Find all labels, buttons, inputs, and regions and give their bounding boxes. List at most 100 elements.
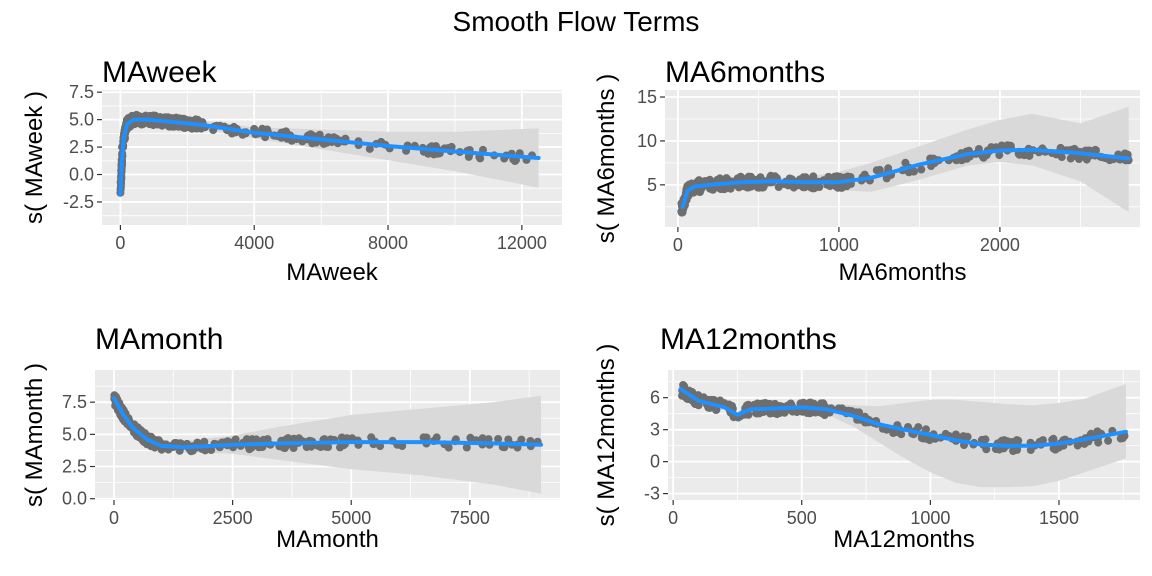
panel-maweek: 0 4000 8000 12000 -2.5 0.0 2.5 5.0 7.5 MAweek MAwe… (21, 56, 562, 286)
y-tick-label: 15 (637, 87, 657, 107)
x-tick-label: 1000 (819, 235, 859, 255)
data-point (1093, 427, 1102, 436)
data-point (263, 125, 272, 134)
x-axis-label: MA12months (833, 526, 974, 553)
data-point (753, 399, 762, 408)
y-tick-label: 5.0 (69, 110, 94, 130)
panel-title: MAweek (102, 56, 217, 89)
data-point (780, 408, 789, 417)
data-point (1104, 436, 1113, 445)
y-tick-label: 2.5 (69, 137, 94, 157)
x-tick-label: 0 (668, 508, 678, 528)
x-tick-label: 2000 (980, 235, 1020, 255)
data-point (200, 437, 209, 446)
panel-title: MA12months (660, 323, 837, 356)
data-point (1014, 436, 1023, 445)
figure-title: Smooth Flow Terms (452, 6, 700, 37)
data-point (466, 433, 475, 442)
data-point (478, 434, 487, 443)
data-point (476, 154, 485, 163)
x-tick-label: 2500 (213, 508, 253, 528)
data-point (774, 183, 783, 191)
panel-title: MA6months (665, 56, 825, 89)
x-tick-label: 8000 (368, 233, 408, 253)
data-point (462, 443, 471, 452)
x-tick-label: 0 (673, 235, 683, 255)
data-point (771, 399, 779, 408)
smooth-line (680, 147, 1131, 209)
data-point (833, 172, 841, 181)
data-point (1026, 446, 1035, 454)
data-point (1121, 149, 1129, 158)
y-tick-label: 0.0 (62, 489, 87, 509)
y-tick-label: 7.5 (62, 392, 87, 412)
x-tick-label: 1000 (910, 508, 950, 528)
data-point (1094, 438, 1103, 447)
smooth-line (112, 396, 543, 450)
data-point (289, 434, 298, 443)
panel-mamonth: 0 2500 5000 7500 0.0 2.5 5.0 7.5 MAmonth MAmonth s… (21, 323, 560, 553)
data-point (884, 164, 893, 173)
data-point (191, 115, 200, 124)
confidence-band (120, 117, 539, 199)
data-point (817, 400, 826, 409)
x-tick-label: 4000 (234, 233, 274, 253)
data-point (504, 435, 513, 444)
data-point (712, 406, 720, 414)
y-tick-label: 3 (650, 420, 660, 440)
data-point (494, 435, 503, 443)
y-tick-label: 0.0 (69, 165, 94, 185)
x-tick-label: 12000 (497, 233, 547, 253)
data-point (422, 433, 431, 442)
x-tick-label: 5000 (331, 508, 371, 528)
y-tick-label: 10 (637, 131, 657, 151)
data-point (720, 184, 729, 193)
data-point (279, 443, 288, 452)
data-point (769, 409, 778, 418)
y-tick-label: 0 (650, 452, 660, 472)
y-axis-label: s( MAweek ) (21, 91, 48, 224)
x-tick-label: 500 (787, 508, 817, 528)
x-axis-label: MAweek (286, 259, 379, 286)
data-point (699, 393, 708, 402)
data-point (679, 381, 688, 389)
data-point (1080, 439, 1089, 448)
y-axis-label: s( MA6months ) (593, 74, 620, 243)
y-tick-label: -3 (644, 484, 660, 504)
y-tick-label: -2.5 (63, 192, 94, 212)
data-point (1009, 447, 1018, 455)
y-tick-label: 5 (647, 175, 657, 195)
y-tick-label: 7.5 (69, 82, 94, 102)
data-point (958, 433, 967, 441)
data-point (365, 144, 374, 153)
data-point (319, 139, 328, 148)
data-point (979, 153, 988, 162)
data-point (1006, 141, 1015, 150)
panel-title: MAmonth (95, 323, 223, 356)
y-tick-label: 6 (650, 388, 660, 408)
y-axis-label: s( MAmonth ) (21, 363, 48, 507)
x-tick-label: 1500 (1039, 508, 1079, 528)
data-point (875, 165, 884, 174)
data-point (1049, 434, 1058, 443)
panel-ma6months: 0 1000 2000 5 10 15 MA6months MA6months s( MA6mo… (593, 56, 1140, 286)
y-axis-label: s( MA12months ) (593, 344, 620, 527)
data-point (995, 151, 1004, 160)
data-point (805, 408, 814, 417)
x-tick-label: 0 (115, 233, 125, 253)
smooth-line (118, 117, 541, 197)
x-axis-label: MA6months (838, 259, 966, 286)
data-point (1091, 145, 1100, 154)
data-point (917, 165, 926, 174)
panel-ma12months: 0 500 1000 1500 -3 0 3 6 MA12months MA12months s( … (593, 323, 1140, 553)
data-point (824, 172, 833, 181)
smooth-line (678, 387, 1128, 448)
data-point (799, 173, 808, 182)
y-tick-label: 5.0 (62, 424, 87, 444)
data-point (245, 445, 254, 454)
data-point (324, 443, 333, 451)
y-tick-label: 2.5 (62, 457, 87, 477)
data-point (809, 182, 818, 191)
data-point (753, 183, 762, 192)
